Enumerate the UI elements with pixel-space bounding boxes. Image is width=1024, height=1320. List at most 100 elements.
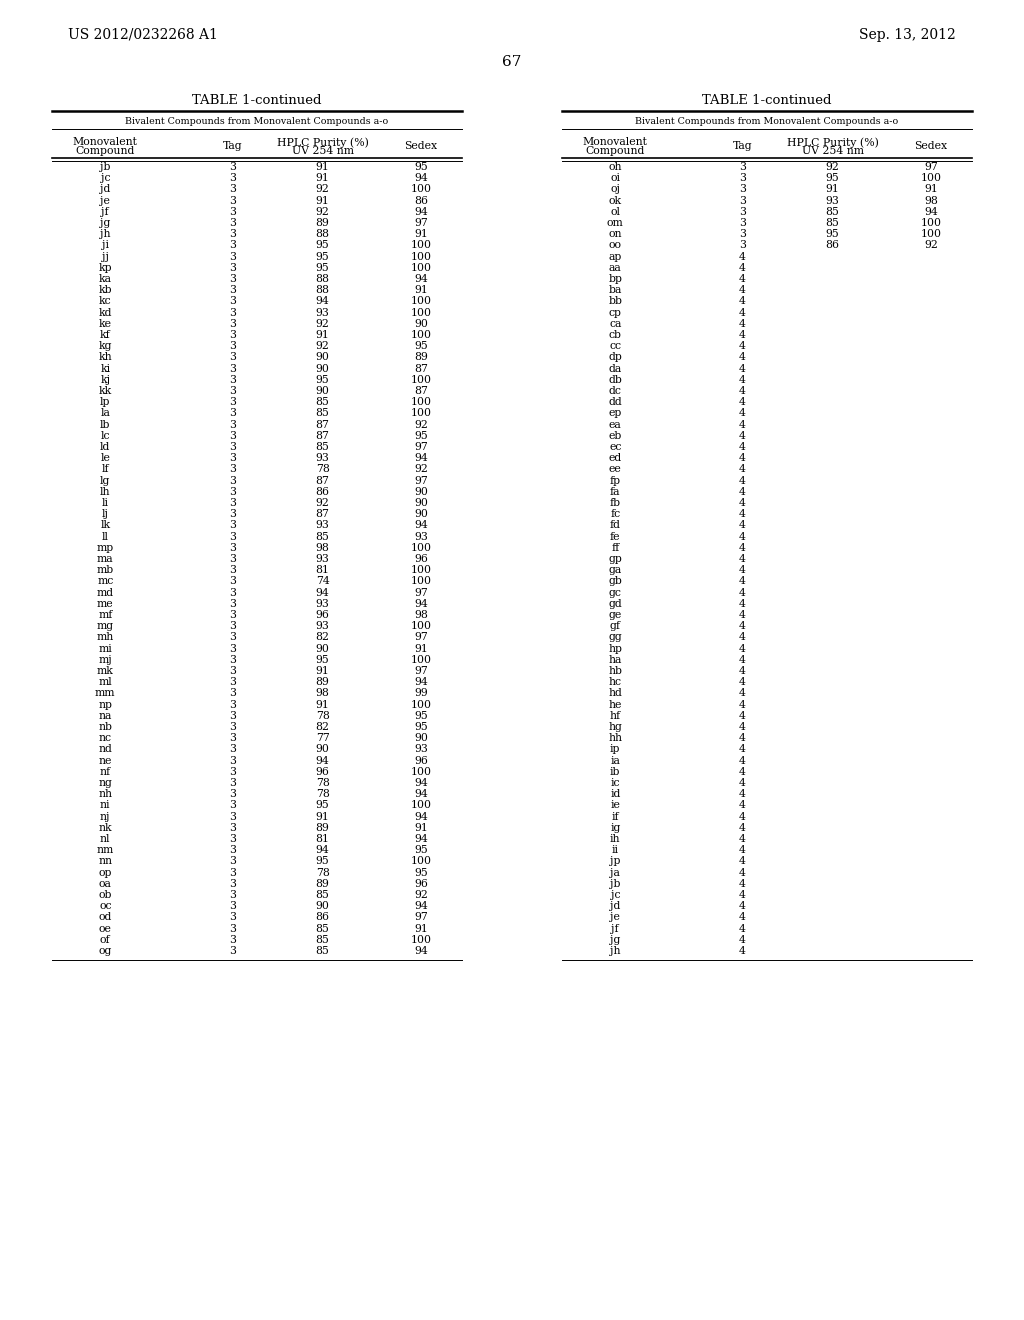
Text: ca: ca <box>609 319 622 329</box>
Text: oe: oe <box>99 924 112 933</box>
Text: 100: 100 <box>411 655 431 665</box>
Text: ea: ea <box>609 420 622 429</box>
Text: 3: 3 <box>229 587 236 598</box>
Text: jd: jd <box>100 185 111 194</box>
Text: 3: 3 <box>229 577 236 586</box>
Text: 90: 90 <box>315 385 330 396</box>
Text: gg: gg <box>608 632 623 643</box>
Text: 3: 3 <box>229 946 236 956</box>
Text: 3: 3 <box>229 912 236 923</box>
Text: 100: 100 <box>411 297 431 306</box>
Text: 100: 100 <box>411 240 431 251</box>
Text: Bivalent Compounds from Monovalent Compounds a-o: Bivalent Compounds from Monovalent Compo… <box>635 117 899 127</box>
Text: 3: 3 <box>229 275 236 284</box>
Text: 94: 94 <box>414 677 428 688</box>
Text: oa: oa <box>99 879 112 888</box>
Text: 87: 87 <box>414 385 428 396</box>
Text: fp: fp <box>609 475 621 486</box>
Text: 3: 3 <box>229 655 236 665</box>
Text: 100: 100 <box>921 173 941 183</box>
Text: np: np <box>98 700 113 710</box>
Text: ke: ke <box>98 319 112 329</box>
Text: Bivalent Compounds from Monovalent Compounds a-o: Bivalent Compounds from Monovalent Compo… <box>125 117 389 127</box>
Text: Compound: Compound <box>76 147 135 156</box>
Text: Sep. 13, 2012: Sep. 13, 2012 <box>859 28 956 42</box>
Text: lk: lk <box>100 520 111 531</box>
Text: 4: 4 <box>739 543 745 553</box>
Text: 3: 3 <box>229 263 236 273</box>
Text: 3: 3 <box>229 420 236 429</box>
Text: 3: 3 <box>229 162 236 172</box>
Text: 91: 91 <box>414 924 428 933</box>
Text: 3: 3 <box>739 240 745 251</box>
Text: gf: gf <box>610 622 621 631</box>
Text: 3: 3 <box>229 834 236 843</box>
Text: nd: nd <box>98 744 113 755</box>
Text: 94: 94 <box>315 297 330 306</box>
Text: 78: 78 <box>315 867 330 878</box>
Text: ja: ja <box>610 867 621 878</box>
Text: 94: 94 <box>315 587 330 598</box>
Text: 4: 4 <box>739 532 745 541</box>
Text: la: la <box>100 408 111 418</box>
Text: 100: 100 <box>411 252 431 261</box>
Text: ge: ge <box>608 610 622 620</box>
Text: md: md <box>96 587 114 598</box>
Text: 4: 4 <box>739 599 745 609</box>
Text: mm: mm <box>95 689 116 698</box>
Text: aa: aa <box>609 263 622 273</box>
Text: 95: 95 <box>414 845 428 855</box>
Text: ga: ga <box>608 565 622 576</box>
Text: 3: 3 <box>229 297 236 306</box>
Text: 85: 85 <box>315 442 330 451</box>
Text: 3: 3 <box>229 375 236 385</box>
Text: 100: 100 <box>411 800 431 810</box>
Text: 97: 97 <box>414 912 428 923</box>
Text: 95: 95 <box>414 162 428 172</box>
Text: 3: 3 <box>229 465 236 474</box>
Text: 4: 4 <box>739 744 745 755</box>
Text: 3: 3 <box>229 644 236 653</box>
Text: 4: 4 <box>739 789 745 799</box>
Text: fb: fb <box>609 498 621 508</box>
Text: 94: 94 <box>414 902 428 911</box>
Text: 4: 4 <box>739 622 745 631</box>
Text: lj: lj <box>101 510 109 519</box>
Text: TABLE 1-continued: TABLE 1-continued <box>702 94 831 107</box>
Text: oj: oj <box>610 185 621 194</box>
Text: 95: 95 <box>414 430 428 441</box>
Text: 100: 100 <box>411 330 431 341</box>
Text: 3: 3 <box>229 408 236 418</box>
Text: 94: 94 <box>414 777 428 788</box>
Text: jc: jc <box>610 890 621 900</box>
Text: 89: 89 <box>315 677 330 688</box>
Text: bb: bb <box>608 297 623 306</box>
Text: 85: 85 <box>315 397 330 407</box>
Text: nh: nh <box>98 789 113 799</box>
Text: 3: 3 <box>229 789 236 799</box>
Text: 85: 85 <box>315 532 330 541</box>
Text: 3: 3 <box>229 689 236 698</box>
Text: on: on <box>608 230 622 239</box>
Text: 91: 91 <box>315 700 330 710</box>
Text: 91: 91 <box>315 667 330 676</box>
Text: kd: kd <box>98 308 112 318</box>
Text: 4: 4 <box>739 308 745 318</box>
Text: oh: oh <box>608 162 622 172</box>
Text: ba: ba <box>608 285 622 296</box>
Text: 3: 3 <box>229 207 236 216</box>
Text: 3: 3 <box>229 755 236 766</box>
Text: 100: 100 <box>411 397 431 407</box>
Text: 98: 98 <box>414 610 428 620</box>
Text: 95: 95 <box>414 722 428 733</box>
Text: 3: 3 <box>229 767 236 776</box>
Text: 4: 4 <box>739 812 745 821</box>
Text: 90: 90 <box>414 510 428 519</box>
Text: 86: 86 <box>315 487 330 496</box>
Text: 97: 97 <box>414 587 428 598</box>
Text: od: od <box>98 912 112 923</box>
Text: 98: 98 <box>315 543 330 553</box>
Text: ne: ne <box>98 755 112 766</box>
Text: 93: 93 <box>315 308 330 318</box>
Text: ic: ic <box>610 777 621 788</box>
